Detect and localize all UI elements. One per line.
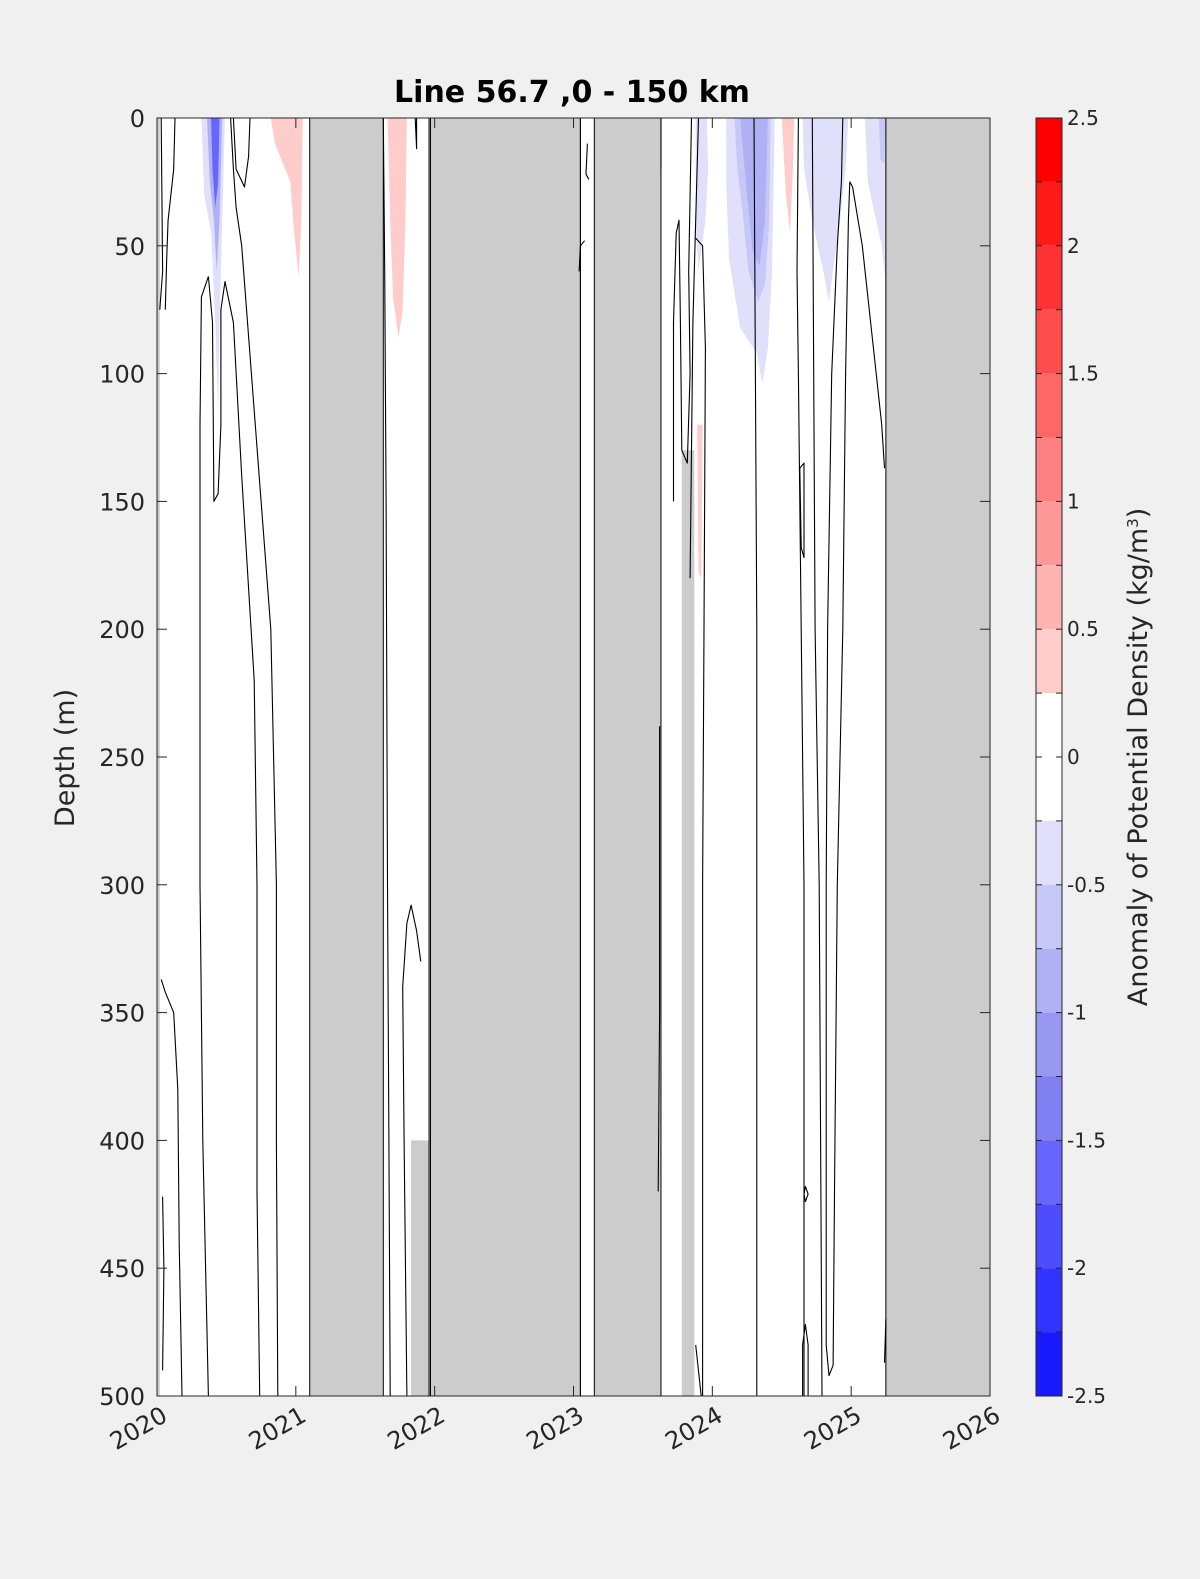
anomaly-patch: [781, 118, 795, 233]
y-tick-label: 500: [99, 1383, 145, 1411]
y-tick-label: 50: [114, 233, 145, 261]
colorbar-level: [1036, 1012, 1062, 1077]
colorbar-label-close: ): [1123, 508, 1154, 519]
contour-line: [695, 1344, 702, 1396]
y-axis-label: Depth (m): [50, 689, 81, 827]
y-tick-label: 250: [99, 744, 145, 772]
colorbar-level: [1036, 1332, 1062, 1396]
colorbar-level: [1036, 181, 1062, 246]
contour-line: [164, 118, 176, 310]
colorbar-tick-label: 2: [1067, 234, 1080, 258]
y-tick-label: 400: [99, 1127, 145, 1155]
y-tick-label: 0: [130, 105, 145, 133]
anomaly-patch: [802, 118, 849, 302]
no-data-region: [430, 118, 581, 1396]
no-data-region: [309, 118, 384, 1396]
anomaly-patch: [211, 118, 220, 208]
colorbar-level: [1036, 693, 1062, 757]
contour-line: [803, 1185, 809, 1203]
contour-line: [199, 276, 209, 1396]
y-tick-label: 150: [99, 488, 145, 516]
colorbar-level: [1036, 118, 1062, 182]
anomaly-patch: [270, 118, 303, 277]
colorbar-tick-label: -1.5: [1067, 1128, 1106, 1152]
colorbar-tick-label: 1.5: [1067, 362, 1099, 386]
chart-title: Line 56.7 ,0 - 150 km: [394, 75, 750, 110]
colorbar-label: Anomaly of Potential Density (kg/m3): [1123, 508, 1154, 1007]
colorbar-tick-label: -0.5: [1067, 873, 1106, 897]
colorbar-level: [1036, 884, 1062, 949]
contour-line: [672, 232, 677, 502]
anomaly-patch: [387, 118, 407, 338]
contour-line: [753, 118, 758, 1396]
y-tick-label: 350: [99, 1000, 145, 1028]
anomaly-patch: [695, 118, 709, 272]
contour-line: [695, 237, 706, 1396]
colorbar-tick-label: -1: [1067, 1001, 1087, 1025]
y-tick-label: 300: [99, 872, 145, 900]
no-data-region: [411, 1140, 430, 1396]
colorbar-level: [1036, 1076, 1062, 1141]
contour-line: [657, 726, 661, 1192]
colorbar-tick-label: 0: [1067, 745, 1080, 769]
y-tick-label: 450: [99, 1255, 145, 1283]
colorbar-level: [1036, 1204, 1062, 1269]
colorbar-level: [1036, 757, 1062, 821]
contour-line: [160, 979, 183, 1396]
colorbar-level: [1036, 437, 1062, 502]
no-data-region: [885, 118, 990, 1396]
colorbar-tick-label: 1: [1067, 489, 1080, 513]
colorbar-tick-label: 0.5: [1067, 617, 1099, 641]
colorbar-level: [1036, 948, 1062, 1013]
contour-line: [585, 143, 590, 180]
anomaly-patch: [697, 424, 703, 579]
colorbar-level: [1036, 1140, 1062, 1205]
plot-area: [157, 118, 990, 1396]
contour-line: [825, 118, 886, 1377]
contour-line: [796, 118, 805, 1396]
contour-line: [382, 118, 391, 1396]
colorbar-tick-label: 2.5: [1067, 106, 1099, 130]
colorbar-level: [1036, 629, 1062, 694]
colorbar-level: [1036, 565, 1062, 630]
contour-line: [232, 118, 251, 188]
colorbar-tick-label: -2.5: [1067, 1384, 1106, 1408]
contour-line: [799, 462, 805, 559]
colorbar-level: [1036, 1268, 1062, 1333]
colorbar-level: [1036, 373, 1062, 438]
no-data-region: [681, 450, 695, 1396]
plot-content: [157, 118, 990, 1396]
colorbar: 2.5 2 1.5 1 0.5 0 -0.5 -1 -1.5 -2 -2.5: [1035, 106, 1106, 1408]
colorbar-label-text: Anomaly of Potential Density (kg/m: [1123, 528, 1154, 1006]
y-tick-label: 200: [99, 616, 145, 644]
colorbar-tick-label: -2: [1067, 1256, 1087, 1280]
colorbar-level: [1036, 245, 1062, 310]
contour-line: [675, 118, 693, 464]
contour-line: [402, 904, 422, 1396]
contour-line: [578, 240, 586, 272]
anomaly-patch: [865, 118, 886, 285]
no-data-region: [593, 118, 662, 1396]
contour-line: [802, 1323, 809, 1396]
colorbar-label-superscript: 3: [1124, 518, 1142, 528]
contour-line: [414, 118, 418, 150]
contour-line: [207, 276, 261, 1396]
colorbar-level: [1036, 820, 1062, 885]
colorbar-level: [1036, 501, 1062, 566]
contour-line: [689, 118, 700, 579]
anomaly-patch: [878, 118, 886, 164]
y-tick-label: 100: [99, 361, 145, 389]
contour-line: [811, 118, 823, 1396]
contour-line: [159, 118, 164, 310]
colorbar-level: [1036, 309, 1062, 374]
contour-line: [883, 1319, 887, 1363]
contour-line: [230, 118, 279, 1396]
